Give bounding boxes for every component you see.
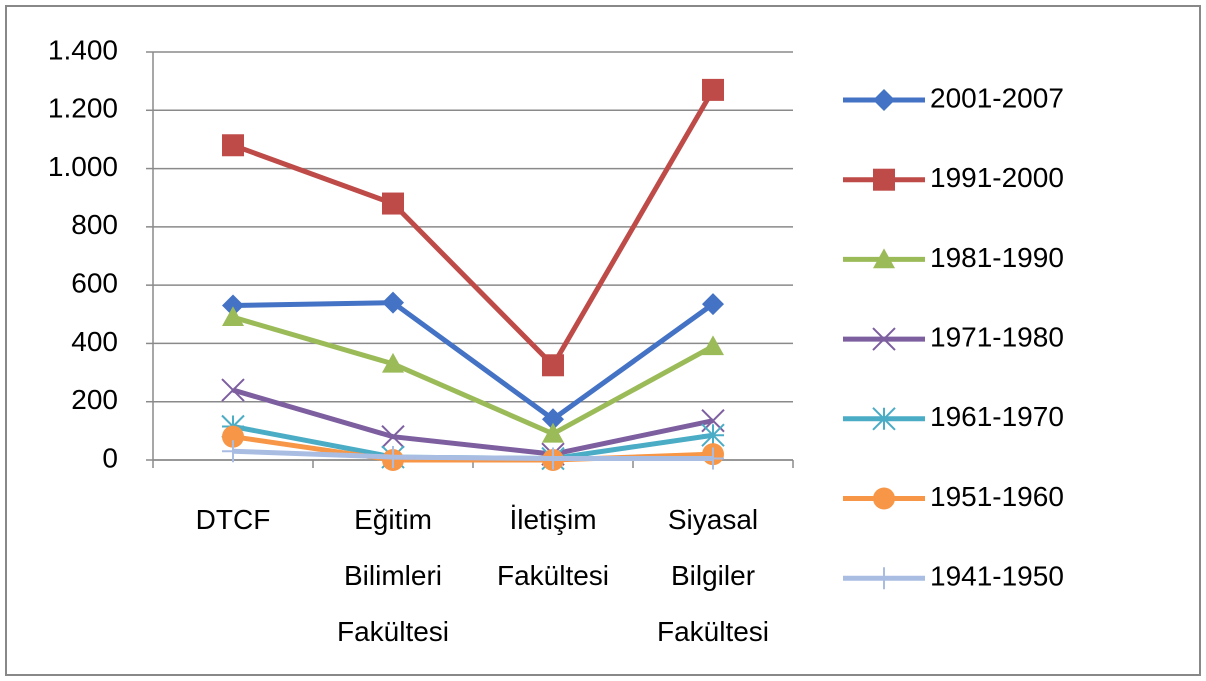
marker — [701, 423, 725, 447]
marker — [222, 294, 244, 317]
marker — [222, 440, 244, 463]
marker — [542, 447, 564, 470]
marker — [222, 306, 244, 326]
legend-label: 1971-1980 — [930, 321, 1064, 352]
legend-label: 1961-1970 — [930, 401, 1064, 432]
series-line — [232, 314, 715, 437]
legend-label: 1941-1950 — [930, 561, 1064, 592]
marker — [873, 89, 895, 111]
marker — [542, 422, 564, 443]
marker — [221, 378, 245, 402]
series-line — [232, 300, 715, 423]
y-tick-label: 1.400 — [48, 34, 118, 65]
marker — [382, 192, 404, 215]
marker — [873, 567, 895, 590]
chart-frame — [5, 5, 1201, 676]
x-tick-label: DTCF — [196, 504, 271, 535]
x-tick-label: Siyasal Bilgiler Fakültesi — [657, 504, 769, 647]
marker — [702, 335, 724, 356]
series-line — [232, 448, 713, 462]
y-tick-label: 200 — [71, 384, 118, 415]
marker — [872, 407, 896, 431]
marker — [872, 327, 896, 351]
y-tick-label: 400 — [71, 326, 118, 357]
series-line — [232, 387, 714, 457]
y-tick-label: 600 — [71, 268, 118, 299]
y-tick-label: 800 — [71, 209, 118, 240]
y-tick-label: 1.200 — [48, 93, 118, 124]
marker — [381, 424, 405, 449]
series-line — [232, 88, 716, 370]
marker — [382, 446, 404, 469]
marker — [873, 248, 895, 269]
legend-label: 1981-1990 — [930, 242, 1064, 273]
y-tick-label: 0 — [102, 442, 118, 473]
marker — [702, 447, 724, 470]
marker — [702, 293, 724, 316]
marker — [702, 78, 724, 101]
marker — [873, 168, 895, 191]
marker — [542, 354, 564, 377]
x-tick-label: Eğitim Bilimleri Fakültesi — [337, 504, 449, 647]
marker — [542, 408, 564, 431]
marker — [222, 134, 244, 157]
x-tick-label: İletişim Fakültesi — [497, 504, 609, 591]
marker — [382, 352, 404, 373]
marker — [873, 487, 895, 510]
legend-label: 1951-1960 — [930, 481, 1064, 512]
y-tick-label: 1.000 — [48, 151, 118, 182]
marker — [222, 425, 244, 448]
legend-label: 1991-2000 — [930, 162, 1064, 193]
legend-label: 2001-2007 — [930, 82, 1064, 113]
marker — [382, 291, 404, 314]
